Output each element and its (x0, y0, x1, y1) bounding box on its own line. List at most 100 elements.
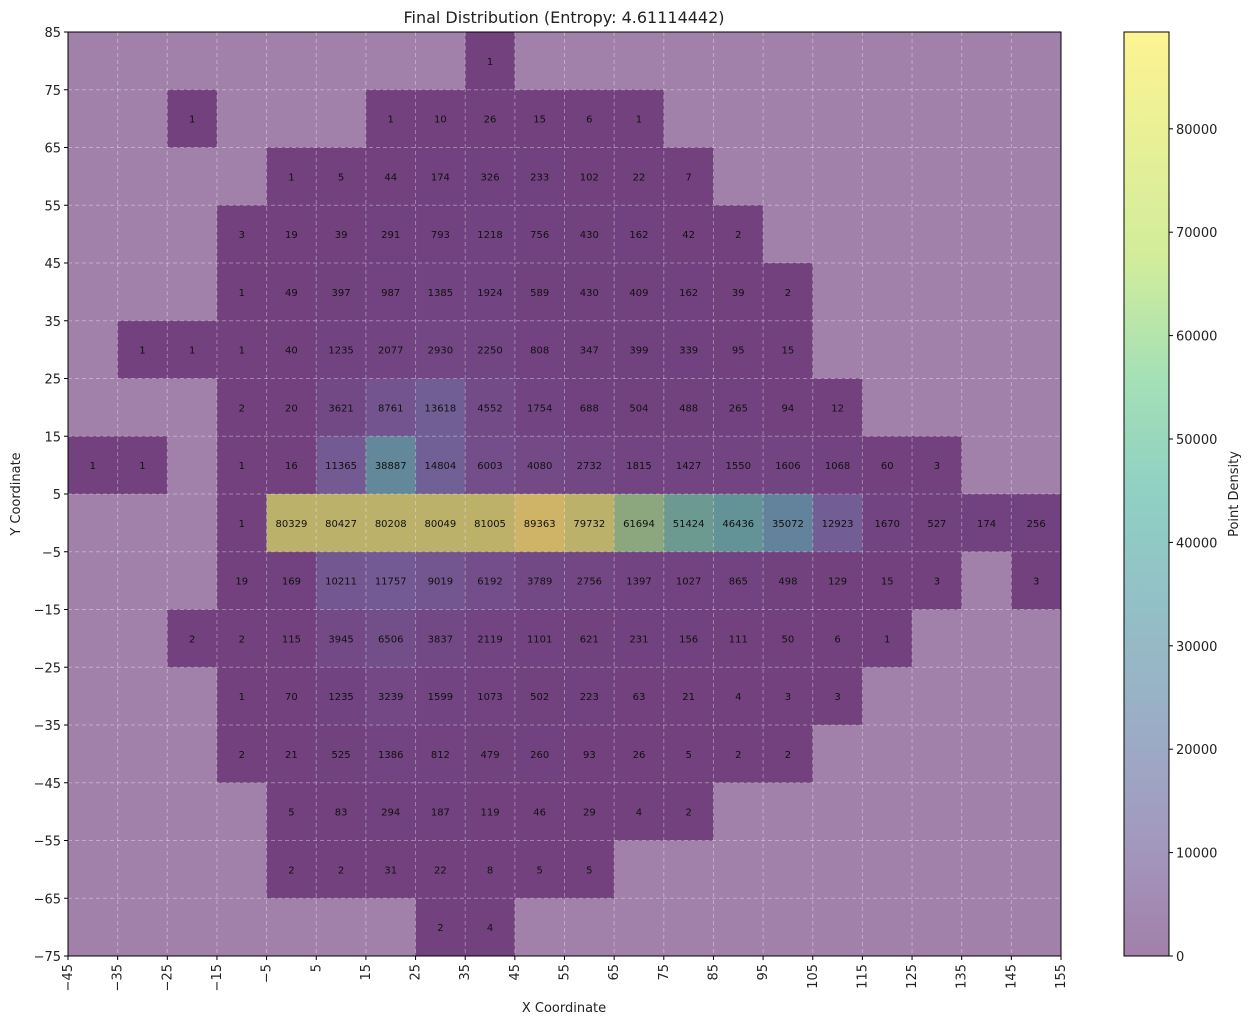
heatmap-cell (812, 436, 863, 494)
x-tick-label: −5 (260, 964, 275, 983)
heatmap-cell (663, 609, 714, 668)
heatmap-cell (713, 494, 764, 552)
cell-value-label: 260 (530, 750, 549, 761)
heatmap-cell (614, 436, 664, 494)
heatmap-cell (862, 609, 913, 668)
cell-value-label: 5 (536, 865, 542, 876)
cell-value-label: 10211 (325, 577, 357, 588)
heatmap-cell (415, 205, 466, 263)
plot-area: 11 1 10 26 15 6 11 5 44 174 326 233 102 22 73 19 39 291 79… (67, 31, 1062, 957)
cell-value-label: 1924 (477, 288, 502, 299)
x-tick-label: −45 (61, 964, 76, 991)
heatmap-cell (614, 89, 664, 148)
cell-value-label: 19 (235, 577, 248, 588)
y-tick-label: −35 (34, 719, 61, 734)
heatmap-cell (266, 609, 317, 668)
cell-value-label: 6192 (477, 577, 502, 588)
heatmap-cell (415, 263, 466, 321)
cell-value-label: 44 (384, 172, 397, 183)
heatmap-cell (763, 378, 813, 437)
heatmap-cell (564, 551, 615, 610)
cell-value-label: 42 (682, 230, 695, 241)
cell-value-label: 80427 (325, 519, 357, 530)
heatmap-cell (415, 667, 466, 725)
chart-title: Final Distribution (Entropy: 4.61114442) (403, 8, 724, 27)
cell-value-labels: 11 1 10 26 15 6 11 5 44 174 326 233 102 22 73 19 39 291 79… (90, 57, 1046, 934)
heatmap-cell (564, 89, 615, 148)
colorbar-tick-label: 80000 (1176, 123, 1217, 138)
cell-value-label: 61694 (623, 519, 655, 530)
heatmap-cell (266, 205, 317, 263)
heatmap-cell (812, 667, 863, 725)
x-tick-label: −25 (160, 964, 175, 991)
x-tick-label: 115 (855, 964, 870, 989)
heatmap-cell (465, 667, 515, 725)
heatmap-cell (415, 494, 466, 552)
cell-value-label: 339 (679, 346, 698, 357)
heatmap-cell (763, 494, 813, 552)
y-axis-ticks: 85 75 65 55 45 35 25 15 5 −5 −15 −25 −35 −45 −55 −65 −75 (34, 26, 68, 965)
cell-value-label: 5 (586, 865, 592, 876)
heatmap-cell (415, 551, 466, 610)
heatmap-cell (365, 840, 416, 899)
y-axis-label: Y Coordinate (9, 452, 24, 536)
x-tick-label: 155 (1054, 964, 1069, 989)
x-tick-label: 55 (558, 964, 573, 981)
cell-value-label: 2250 (477, 346, 502, 357)
heatmap-cell (266, 263, 317, 321)
cell-value-label: 22 (434, 865, 447, 876)
cell-value-label: 93 (583, 750, 596, 761)
cell-value-label: 3945 (328, 634, 353, 645)
cell-value-label: 162 (679, 288, 698, 299)
cell-value-label: 12 (831, 403, 844, 414)
heatmap-cell (365, 89, 416, 148)
heatmap-cell (266, 436, 317, 494)
cell-value-label: 223 (580, 692, 599, 703)
cell-value-label: 1235 (328, 692, 353, 703)
heatmap-cell (663, 436, 714, 494)
heatmap-cell (365, 782, 416, 841)
colorbar-tick-label: 10000 (1176, 847, 1217, 862)
cell-value-label: 38887 (375, 461, 407, 472)
cell-value-label: 115 (282, 634, 301, 645)
y-tick-label: −75 (34, 950, 61, 965)
cell-value-label: 1754 (527, 403, 552, 414)
heatmap-cell (514, 436, 565, 494)
cell-value-label: 31 (384, 865, 397, 876)
heatmap-cell (415, 609, 466, 668)
cell-value-label: 1386 (378, 750, 403, 761)
cell-value-label: 2119 (477, 634, 502, 645)
y-tick-label: −45 (34, 777, 61, 792)
cell-value-label: 4 (735, 692, 741, 703)
heatmap-cell (713, 320, 764, 379)
heatmap-cell (514, 147, 565, 206)
cell-value-label: 46 (533, 808, 546, 819)
heatmap-cell (316, 494, 366, 552)
heatmap-cell (465, 378, 515, 437)
heatmap-cell (316, 378, 366, 437)
cell-value-label: 22 (633, 172, 646, 183)
cell-value-label: 1606 (775, 461, 800, 472)
heatmap-cell (316, 147, 366, 206)
cell-value-label: 1599 (428, 692, 453, 703)
cell-value-label: 2732 (577, 461, 602, 472)
cell-value-label: 14804 (424, 461, 456, 472)
heatmap-cell (614, 320, 664, 379)
cell-value-label: 525 (332, 750, 351, 761)
cell-value-label: 119 (480, 808, 499, 819)
cell-value-label: 4080 (527, 461, 552, 472)
cell-value-label: 688 (580, 403, 599, 414)
colorbar-tick-label: 50000 (1176, 433, 1217, 448)
y-tick-label: 25 (44, 373, 61, 388)
cell-value-label: 1 (239, 346, 245, 357)
cell-value-label: 8 (487, 865, 493, 876)
cell-value-label: 1815 (626, 461, 651, 472)
heatmap-cell (316, 725, 366, 783)
heatmap-cell (465, 840, 515, 899)
cell-value-label: 3 (834, 692, 840, 703)
heatmap-cell (564, 436, 615, 494)
cell-value-label: 29 (583, 808, 596, 819)
cell-value-label: 621 (580, 634, 599, 645)
cell-value-label: 20 (285, 403, 298, 414)
heatmap-cell (912, 551, 962, 610)
